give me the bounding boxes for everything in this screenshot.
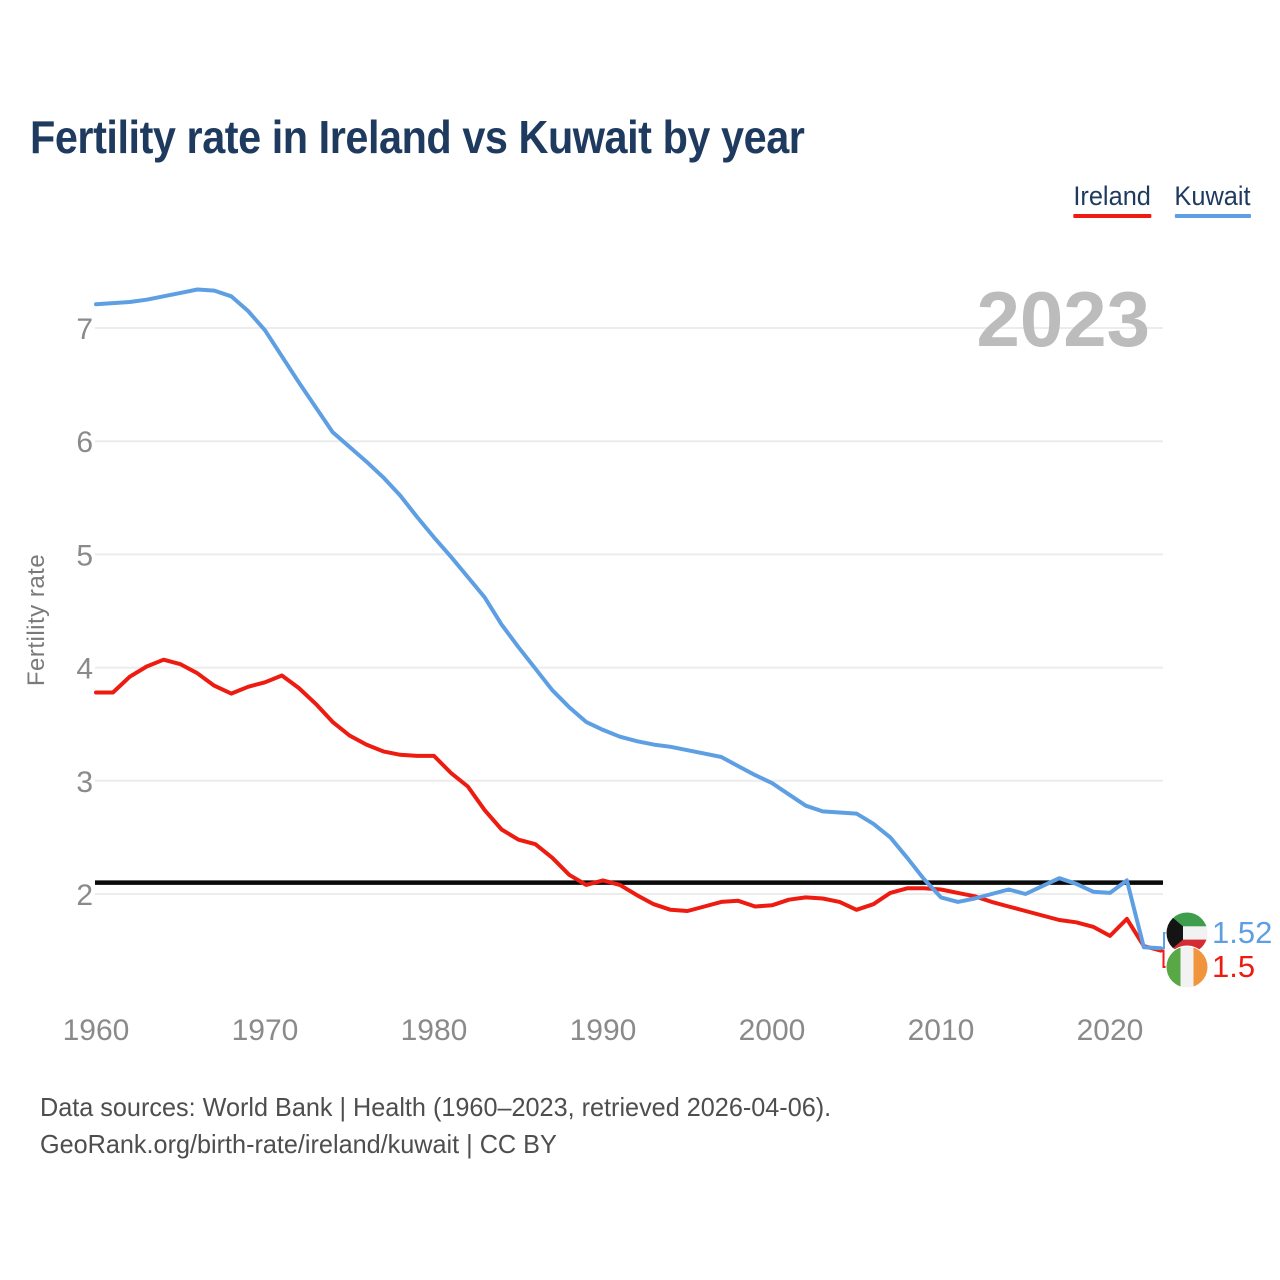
x-tick-label: 2020: [1077, 1014, 1144, 1047]
footer-sources-line: Data sources: World Bank | Health (1960–…: [40, 1092, 832, 1122]
x-tick-label: 1960: [63, 1014, 130, 1047]
series-lines: [94, 287, 1163, 953]
y-tick-label: 3: [76, 766, 93, 799]
y-tick-label: 2: [76, 879, 93, 912]
x-tick-label: 1990: [570, 1014, 637, 1047]
kuwait-color-underline: [1174, 214, 1251, 218]
legend: Ireland Kuwait: [1073, 181, 1251, 218]
legend-label-kuwait: Kuwait: [1174, 181, 1251, 211]
page-title: Fertility rate in Ireland vs Kuwait by y…: [30, 111, 805, 163]
y-axis-ticks: 7 6 5 4 3 2: [76, 313, 93, 912]
x-tick-label: 1980: [401, 1014, 468, 1047]
ireland-flag-icon: [1165, 945, 1209, 989]
y-tick-label: 5: [76, 539, 93, 572]
x-axis-ticks: 1960 1970 1980 1990 2000 2010 2020: [63, 1014, 1144, 1047]
x-tick-label: 1970: [232, 1014, 299, 1047]
ireland-end-value: 1.5: [1212, 949, 1255, 984]
gridlines: [95, 327, 1163, 895]
ireland-line[interactable]: [94, 657, 1163, 953]
x-tick-label: 2000: [739, 1014, 806, 1047]
y-tick-label: 7: [76, 313, 93, 346]
y-axis-title: Fertility rate: [23, 554, 50, 686]
kuwait-line[interactable]: [94, 287, 1163, 951]
x-tick-label: 2010: [908, 1014, 975, 1047]
y-tick-label: 6: [76, 426, 93, 459]
kuwait-end-value: 1.52: [1212, 915, 1272, 950]
footer-attribution-line: GeoRank.org/birth-rate/ireland/kuwait | …: [40, 1129, 557, 1159]
ireland-color-underline: [1073, 214, 1152, 218]
y-tick-label: 4: [76, 653, 93, 686]
data-source-footer: Data sources: World Bank | Health (1960–…: [40, 1089, 831, 1163]
legend-item-ireland[interactable]: Ireland: [1073, 181, 1152, 218]
watermark-year: 2023: [976, 275, 1150, 363]
legend-item-kuwait[interactable]: Kuwait: [1174, 181, 1251, 218]
legend-label-ireland: Ireland: [1073, 181, 1152, 211]
